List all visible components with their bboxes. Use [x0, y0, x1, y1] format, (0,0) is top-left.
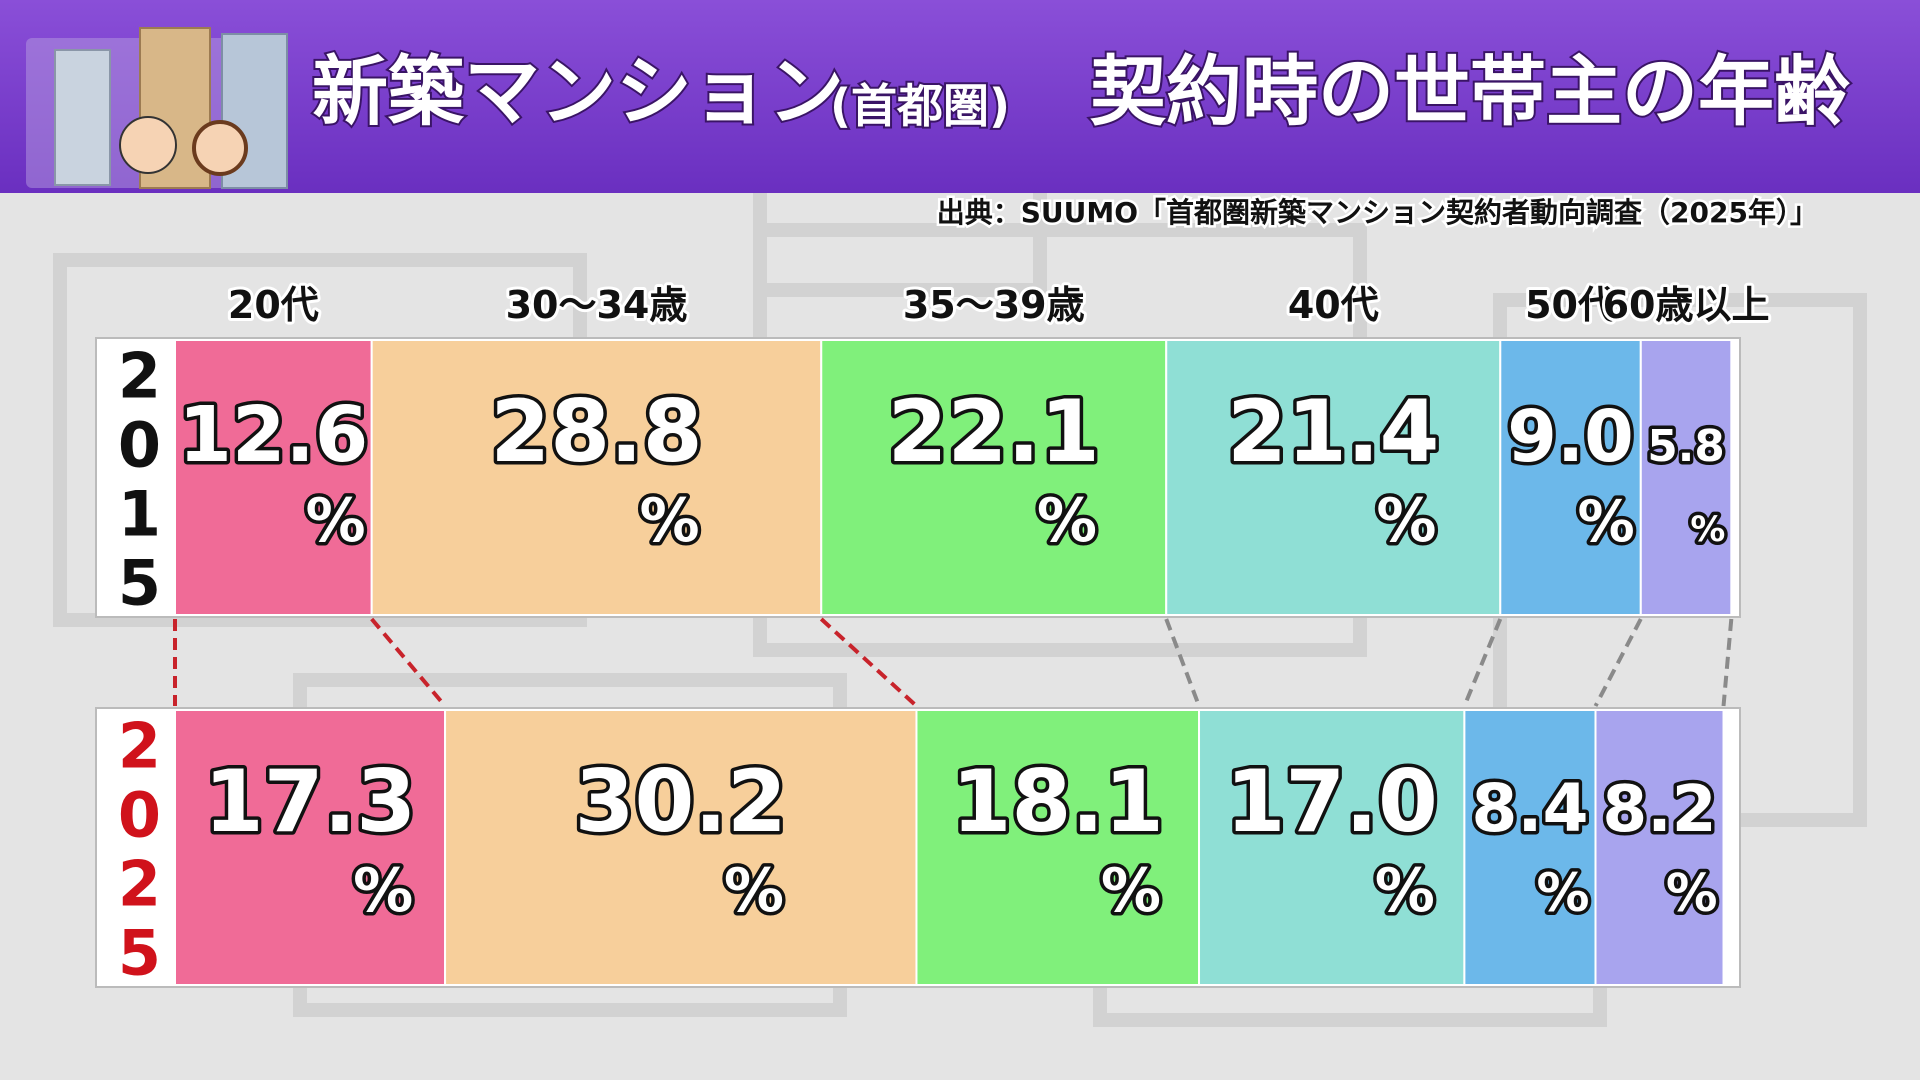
subtitle: 契約時の世帯主の年齢	[1090, 47, 1850, 136]
value-label: 28.8	[490, 382, 702, 482]
legend-label: 20代	[228, 283, 319, 327]
legend-label: 30～34歳	[506, 283, 688, 327]
value-label: 12.6	[178, 391, 368, 480]
bar-segment	[1499, 339, 1642, 616]
value-suffix: %	[1536, 863, 1589, 924]
bar-segment	[1165, 339, 1502, 616]
connector	[1593, 618, 1643, 707]
value-suffix: %	[1690, 510, 1725, 550]
title-note: (首都圏)	[830, 79, 1010, 133]
value-suffix: %	[640, 486, 700, 556]
connector	[1462, 618, 1503, 707]
header-illustration	[26, 27, 288, 189]
value-suffix: %	[1101, 856, 1161, 926]
legend-label: 35～39歳	[903, 283, 1085, 327]
connector	[819, 617, 918, 708]
title: 新築マンション	[312, 47, 844, 136]
row-label: 2015	[103, 340, 176, 616]
bar-segment	[174, 709, 447, 986]
value-suffix: %	[306, 486, 366, 556]
value-label: 22.1	[888, 382, 1100, 482]
value-suffix: %	[1376, 486, 1436, 556]
value-suffix: %	[1666, 864, 1718, 924]
connector	[1721, 618, 1734, 707]
bar-segment	[820, 339, 1168, 616]
legend-label: 60歳以上	[1603, 283, 1770, 327]
bar-segment	[915, 709, 1201, 986]
value-suffix: %	[353, 856, 413, 926]
value-suffix: %	[1578, 489, 1635, 555]
value-suffix: %	[724, 856, 784, 926]
value-label: 18.1	[952, 752, 1164, 852]
connector	[1164, 618, 1201, 707]
value-label: 5.8	[1647, 422, 1724, 472]
bar-segment	[1198, 709, 1466, 986]
value-label: 21.4	[1227, 382, 1439, 482]
bar-segment	[1594, 709, 1725, 986]
source: 出典：SUUMO「首都圏新築マンション契約者動向調査（2025年）」	[937, 196, 1818, 229]
legend-label: 40代	[1288, 283, 1379, 327]
value-label: 8.2	[1602, 772, 1716, 847]
value-label: 17.3	[204, 752, 416, 852]
bar-segment	[1639, 339, 1733, 616]
bar-segment	[174, 339, 373, 616]
row-label: 2025	[103, 710, 176, 986]
value-suffix: %	[1375, 856, 1435, 926]
value-suffix: %	[1037, 486, 1097, 556]
value-label: 17.0	[1226, 752, 1438, 852]
legend-label: 50代	[1525, 283, 1616, 327]
value-label: 30.2	[575, 752, 787, 852]
value-label: 8.4	[1471, 770, 1588, 847]
bar-segment	[1463, 709, 1597, 986]
bar-segment	[370, 339, 823, 616]
bar-segment	[444, 709, 918, 986]
value-label: 9.0	[1507, 395, 1633, 478]
header-band	[0, 0, 1920, 193]
